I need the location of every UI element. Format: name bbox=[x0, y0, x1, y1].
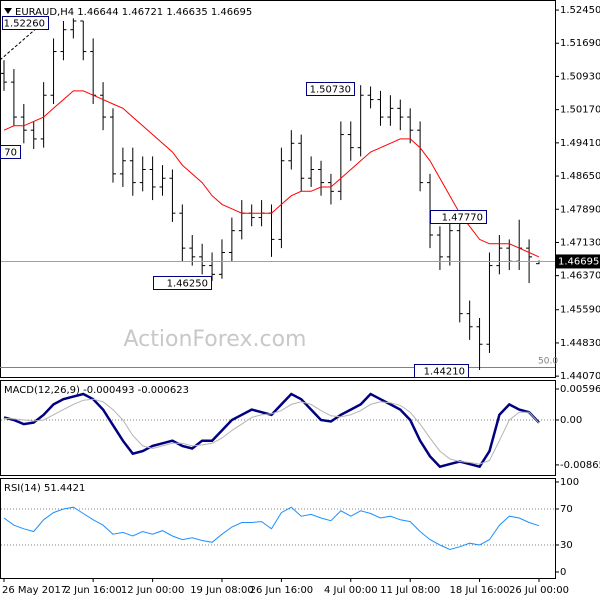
x-tick-label: 2 Jun 16:00 bbox=[65, 585, 122, 596]
y-tick-label: 1.49410 bbox=[560, 138, 600, 149]
series-line bbox=[3, 506, 540, 551]
annotation: 70 bbox=[4, 148, 17, 159]
annotation: 50.0 bbox=[538, 357, 558, 367]
last-price-box bbox=[555, 254, 600, 269]
annotation-box bbox=[2, 16, 49, 30]
y-tick-label: 1.44070 bbox=[560, 371, 600, 382]
rsi-title: RSI(14) 51.4421 bbox=[4, 483, 85, 494]
annotation-box bbox=[153, 276, 212, 290]
y-tick-label: 1.47130 bbox=[560, 237, 600, 248]
price-panel bbox=[0, 0, 556, 378]
x-tick-label: 12 Jun 00:00 bbox=[121, 585, 185, 596]
annotation: 1.47770 bbox=[442, 213, 483, 224]
annotation: 1.50730 bbox=[310, 85, 351, 96]
rsi-panel bbox=[0, 478, 556, 579]
y-tick-label: 1.52450 bbox=[560, 5, 600, 16]
watermark: ActionForex.com bbox=[124, 327, 307, 352]
y-tick-label: 30 bbox=[560, 540, 573, 551]
x-tick-label: 26 May 2017 bbox=[2, 585, 67, 596]
series-line bbox=[3, 90, 540, 258]
y-tick-label: 70 bbox=[560, 504, 573, 515]
annotation-box bbox=[306, 82, 355, 96]
y-tick-label: 1.45590 bbox=[560, 305, 600, 316]
annotation: 1.44210 bbox=[424, 367, 465, 378]
last-price-label: 1.46695 bbox=[558, 256, 599, 267]
annotation-box bbox=[0, 145, 21, 159]
y-tick-label: 1.51690 bbox=[560, 38, 600, 49]
y-tick-label: 0.005968 bbox=[560, 384, 600, 395]
macd-panel bbox=[0, 380, 556, 476]
y-tick-label: -0.008657 bbox=[560, 460, 600, 471]
y-tick-label: 1.48650 bbox=[560, 171, 600, 182]
y-tick-label: 1.46370 bbox=[560, 271, 600, 282]
macd-title: MACD(12,26,9) -0.000493 -0.000623 bbox=[4, 385, 189, 396]
price-title: EURAUD,H4 1.46644 1.46721 1.46635 1.4669… bbox=[15, 7, 252, 18]
menu-arrow bbox=[4, 8, 12, 14]
annotation: 1.46250 bbox=[167, 279, 208, 290]
y-tick-label: 0.00 bbox=[560, 415, 582, 426]
annotation-box bbox=[430, 210, 487, 224]
x-tick-label: 18 Jul 16:00 bbox=[450, 585, 510, 596]
y-tick-label: 1.50930 bbox=[560, 71, 600, 82]
y-tick-label: 100 bbox=[560, 477, 579, 488]
y-tick-label: 0 bbox=[560, 567, 566, 578]
y-tick-label: 1.47890 bbox=[560, 204, 600, 215]
y-tick-label: 1.44830 bbox=[560, 338, 600, 349]
series-line bbox=[3, 398, 540, 465]
x-tick-label: 4 Jul 00:00 bbox=[324, 585, 378, 596]
x-tick-label: 11 Jul 08:00 bbox=[380, 585, 440, 596]
annotation: 1.52260 bbox=[4, 19, 45, 30]
annotation-box bbox=[414, 364, 469, 378]
y-tick-label: 1.50170 bbox=[560, 105, 600, 116]
x-tick-label: 19 Jun 08:00 bbox=[190, 585, 254, 596]
x-tick-label: 26 Jun 16:00 bbox=[250, 585, 314, 596]
x-tick-label: 26 Jul 00:00 bbox=[509, 585, 569, 596]
frames bbox=[0, 0, 556, 579]
